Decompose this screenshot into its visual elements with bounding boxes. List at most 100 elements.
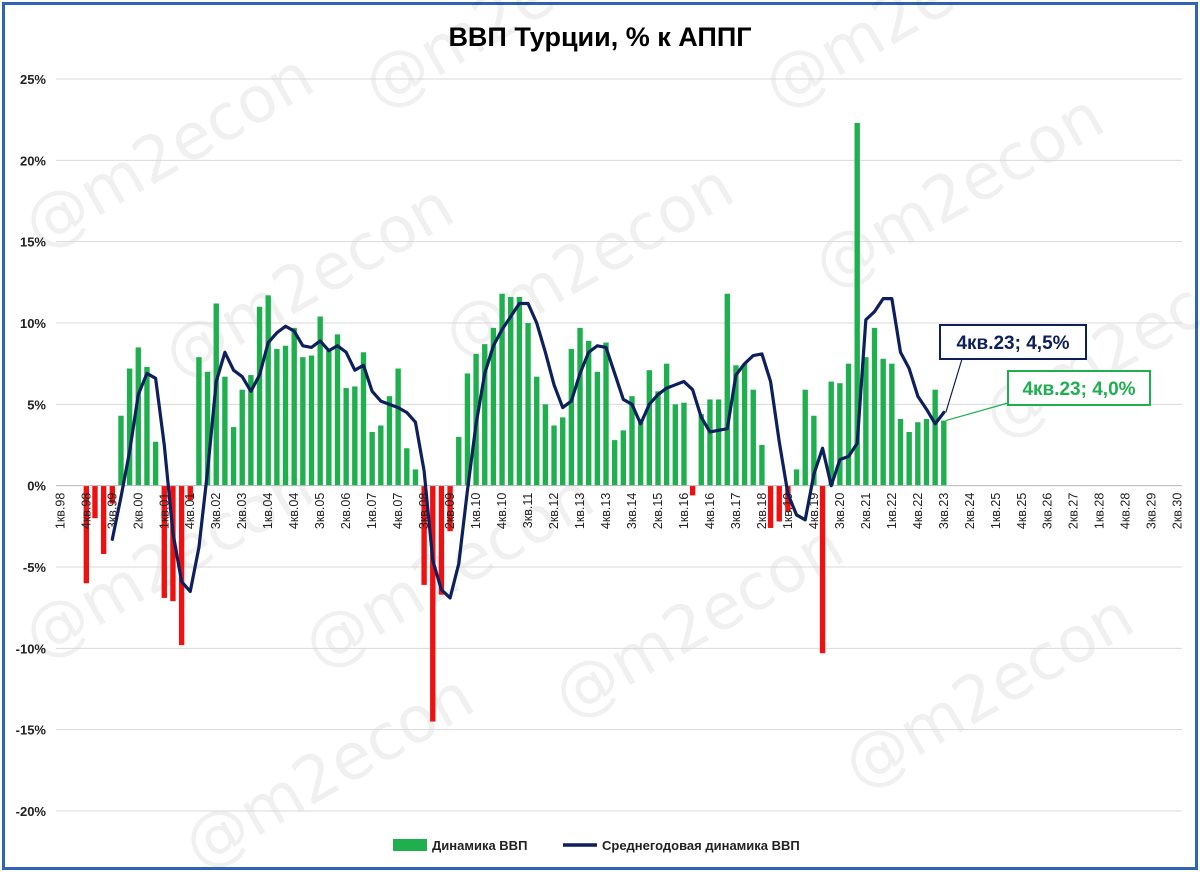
x-tick-label: 4кв.98 bbox=[79, 493, 93, 529]
bar bbox=[828, 381, 834, 486]
x-tick-label: 1кв.25 bbox=[989, 493, 1003, 529]
x-tick-label: 1кв.98 bbox=[53, 493, 67, 529]
x-tick-label: 1кв.07 bbox=[365, 493, 379, 529]
bar bbox=[438, 485, 445, 595]
x-tick-label: 2кв.15 bbox=[651, 493, 665, 529]
bar bbox=[352, 386, 358, 486]
x-tick-label: 4кв.13 bbox=[599, 493, 613, 529]
bar bbox=[724, 293, 730, 486]
bar bbox=[126, 368, 133, 486]
bar bbox=[811, 415, 817, 486]
bar bbox=[741, 363, 748, 486]
watermark: @m2econ bbox=[11, 39, 326, 264]
x-tick-label: 3кв.20 bbox=[833, 493, 847, 529]
bar bbox=[577, 327, 583, 486]
bar bbox=[681, 402, 687, 486]
bar bbox=[525, 323, 531, 486]
y-tick-label: -20% bbox=[16, 804, 47, 819]
bar bbox=[274, 349, 280, 486]
y-tick-label: -15% bbox=[16, 723, 47, 738]
bar bbox=[92, 485, 98, 519]
bar bbox=[863, 357, 869, 486]
bar bbox=[482, 344, 488, 486]
x-tick-label: 2кв.00 bbox=[131, 493, 145, 529]
bar bbox=[256, 306, 263, 486]
x-tick-label: 2кв.21 bbox=[859, 493, 873, 529]
bar bbox=[109, 485, 115, 504]
y-tick-label: 5% bbox=[27, 397, 46, 412]
bar bbox=[663, 363, 670, 486]
bar bbox=[343, 388, 349, 486]
bar bbox=[837, 383, 843, 486]
bar bbox=[611, 440, 618, 486]
bar bbox=[412, 469, 419, 486]
bar bbox=[499, 293, 505, 486]
bar bbox=[369, 431, 375, 486]
bar bbox=[689, 485, 696, 496]
bar bbox=[655, 391, 661, 486]
x-tick-label: 3кв.05 bbox=[313, 493, 327, 529]
bar bbox=[490, 327, 497, 486]
bar bbox=[378, 425, 384, 486]
y-axis-ticks: 25% 20% 15% 10% 5% 0% -5% -10% -15% -20% bbox=[16, 72, 47, 819]
x-tick-label: 1кв.16 bbox=[677, 493, 691, 529]
bar bbox=[508, 296, 514, 486]
bar bbox=[707, 399, 713, 486]
bar bbox=[239, 389, 245, 486]
y-tick-label: 10% bbox=[20, 316, 46, 331]
y-tick-label: -10% bbox=[16, 641, 47, 656]
bar bbox=[854, 122, 860, 486]
x-tick-label: 1кв.22 bbox=[885, 493, 899, 529]
line-series bbox=[110, 297, 946, 600]
x-tick-label: 4кв.19 bbox=[807, 493, 821, 529]
bar bbox=[941, 420, 947, 486]
annotation-label-bar: 4кв.23; 4,0% bbox=[1022, 379, 1135, 400]
bar bbox=[715, 399, 722, 486]
annotation-leader-line bbox=[945, 358, 963, 413]
bar bbox=[404, 448, 410, 486]
bar bbox=[161, 485, 167, 598]
x-tick-label: 2кв.24 bbox=[963, 493, 977, 529]
bar bbox=[300, 357, 306, 486]
bar bbox=[637, 418, 644, 486]
x-tick-label: 1кв.10 bbox=[469, 493, 483, 529]
bar bbox=[733, 365, 739, 486]
bar bbox=[447, 485, 453, 532]
bar bbox=[464, 373, 471, 486]
x-axis-ticks: 1кв.98 4кв.98 3кв.99 2кв.00 1кв.01 4кв.01 3кв.… bbox=[53, 493, 1184, 529]
x-tick-label: 1кв.04 bbox=[261, 493, 275, 529]
annotation-leader-bar bbox=[945, 402, 1009, 422]
bar bbox=[248, 375, 254, 486]
x-tick-label: 4кв.04 bbox=[287, 493, 301, 529]
annotations: 4кв.23; 4,5% 4кв.23; 4,0% bbox=[939, 324, 1151, 422]
bar bbox=[430, 485, 436, 722]
watermark: @m2econ bbox=[431, 149, 746, 374]
legend-label-bar: Динамика ВВП bbox=[432, 838, 527, 853]
bar bbox=[326, 350, 332, 486]
x-tick-label: 2кв.30 bbox=[1171, 493, 1185, 529]
bar bbox=[178, 485, 185, 646]
x-tick-label: 3кв.29 bbox=[1145, 493, 1159, 529]
bar bbox=[152, 441, 159, 486]
x-tick-label: 4кв.28 bbox=[1119, 493, 1133, 529]
bar bbox=[386, 396, 393, 486]
bar bbox=[880, 358, 886, 486]
watermark: @m2econ bbox=[351, 0, 666, 124]
bar-series bbox=[83, 122, 947, 722]
x-tick-label: 1кв.13 bbox=[573, 493, 587, 529]
x-tick-label: 4кв.25 bbox=[1015, 493, 1029, 529]
bar bbox=[204, 371, 211, 486]
x-tick-label: 2кв.03 bbox=[235, 493, 249, 529]
bar bbox=[230, 427, 237, 486]
x-tick-label: 4кв.16 bbox=[703, 493, 717, 529]
x-tick-label: 3кв.17 bbox=[729, 493, 743, 529]
bar bbox=[585, 340, 592, 486]
bar bbox=[118, 415, 124, 486]
watermark: @m2econ bbox=[831, 579, 1146, 804]
x-tick-label: 4кв.22 bbox=[911, 493, 925, 529]
bar bbox=[776, 485, 782, 522]
bar bbox=[187, 485, 193, 501]
x-tick-label: 3кв.02 bbox=[209, 493, 223, 529]
legend-label-line: Среднегодовая динамика ВВП bbox=[602, 838, 800, 853]
